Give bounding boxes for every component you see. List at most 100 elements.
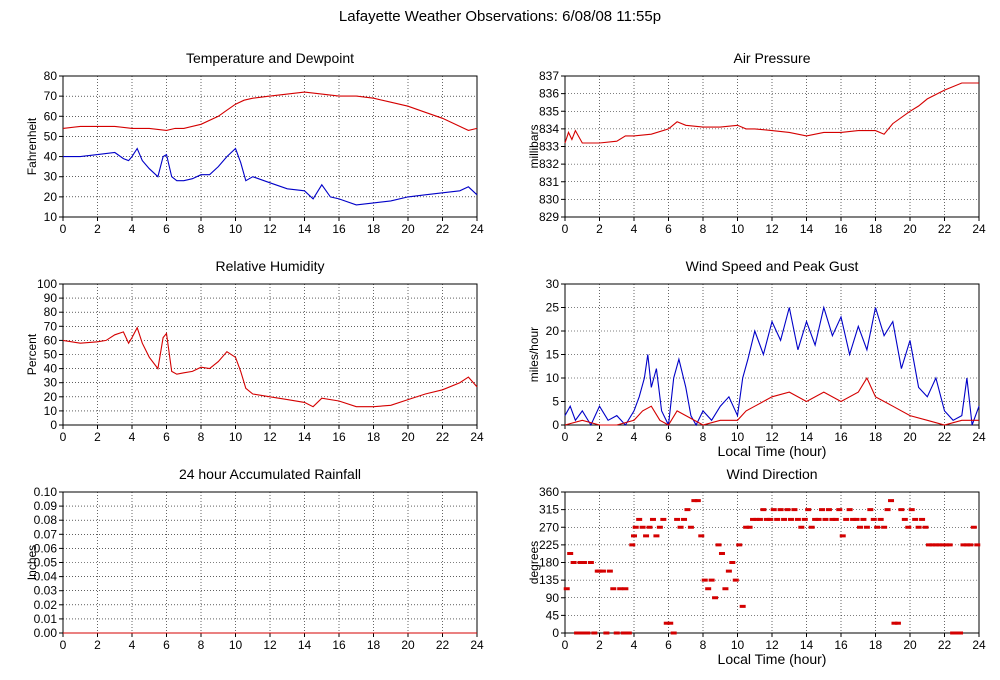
y-tick-label: 834 [539,122,559,136]
x-tick-label: 20 [903,222,917,236]
data-point [746,525,753,529]
data-point [808,525,815,529]
x-tick-label: 6 [163,430,170,444]
plot-frame [564,491,980,634]
data-point [606,569,613,573]
y-tick-label: 0 [50,418,57,432]
x-tick-label: 24 [972,638,986,652]
data-point [832,517,839,521]
y-tick-label: 0.03 [34,584,58,598]
x-tick-label: 24 [972,430,986,444]
data-point [736,543,743,547]
y-tick-label: 60 [44,333,58,347]
x-tick-label: 0 [562,638,569,652]
data-point [946,543,953,547]
x-tick-label: 14 [298,638,312,652]
y-tick-label: 0.05 [34,556,58,570]
y-tick-label: 60 [44,109,58,123]
data-point [967,543,974,547]
data-point [894,621,901,625]
data-point [705,587,712,591]
y-tick-label: 0.07 [34,527,58,541]
data-point [643,534,650,538]
data-point [715,543,722,547]
data-point [729,561,736,564]
x-tick-label: 20 [401,222,415,236]
y-tick-label: 30 [44,170,58,184]
x-tick-label: 22 [938,222,952,236]
x-tick-label: 14 [298,222,312,236]
data-point [943,543,950,547]
y-tick-label: 25 [546,301,560,315]
y-tick-label: 50 [44,348,58,362]
data-point [874,525,881,529]
y-tick-label: 20 [546,324,560,338]
data-point [846,508,853,512]
data-point [712,596,719,600]
y-tick-label: 5 [552,395,559,409]
y-tick-label: 70 [44,319,58,333]
x-tick-label: 12 [765,430,779,444]
data-point [836,508,843,512]
y-tick-label: 70 [44,89,58,103]
x-tick-label: 20 [903,638,917,652]
data-point [698,534,705,538]
data-point [912,517,919,521]
y-axis-label: miles/hour [527,327,541,382]
y-tick-label: 10 [44,210,58,224]
y-tick-label: 360 [539,485,559,499]
x-tick-label: 18 [367,430,381,444]
data-point [805,508,812,512]
data-point [649,517,656,521]
data-point [722,587,729,591]
x-tick-label: 16 [834,638,848,652]
data-point [970,525,977,529]
data-point [587,561,594,564]
data-point [770,508,777,512]
data-point [815,517,822,521]
series-line-red [62,326,478,408]
data-point [760,508,767,512]
data-point [677,525,684,529]
y-tick-label: 45 [546,608,560,622]
x-tick-label: 22 [436,638,450,652]
data-point [674,517,681,521]
data-point [599,569,606,573]
x-tick-label: 2 [94,638,101,652]
y-axis-label: degrees [527,541,541,584]
plot-frame [564,75,980,218]
data-point [763,517,770,521]
data-point [774,517,781,521]
data-point [884,508,891,512]
data-point [781,517,788,521]
data-point [603,631,610,635]
data-point [908,508,915,512]
x-tick-label: 22 [436,430,450,444]
data-point [639,525,646,529]
y-tick-label: 20 [44,190,58,204]
x-tick-label: 10 [229,430,243,444]
data-point [953,631,960,635]
data-point [812,517,819,521]
data-point [860,517,867,521]
x-tick-label: 16 [332,222,346,236]
x-tick-label: 2 [94,430,101,444]
page-title: Lafayette Weather Observations: 6/08/08 … [338,8,662,25]
x-tick-label: 10 [229,638,243,652]
x-tick-label: 18 [869,638,883,652]
y-tick-label: 135 [539,573,559,587]
chart-title: Air Pressure [733,50,810,66]
data-point [939,543,946,547]
y-tick-label: 270 [539,520,559,534]
y-tick-label: 0 [552,418,559,432]
x-tick-label: 2 [596,430,603,444]
data-point [750,517,757,521]
data-point [881,525,888,529]
x-tick-label: 18 [869,430,883,444]
data-point [898,508,905,512]
x-tick-label: 4 [631,430,638,444]
data-point [905,525,912,529]
x-tick-label: 18 [367,638,381,652]
